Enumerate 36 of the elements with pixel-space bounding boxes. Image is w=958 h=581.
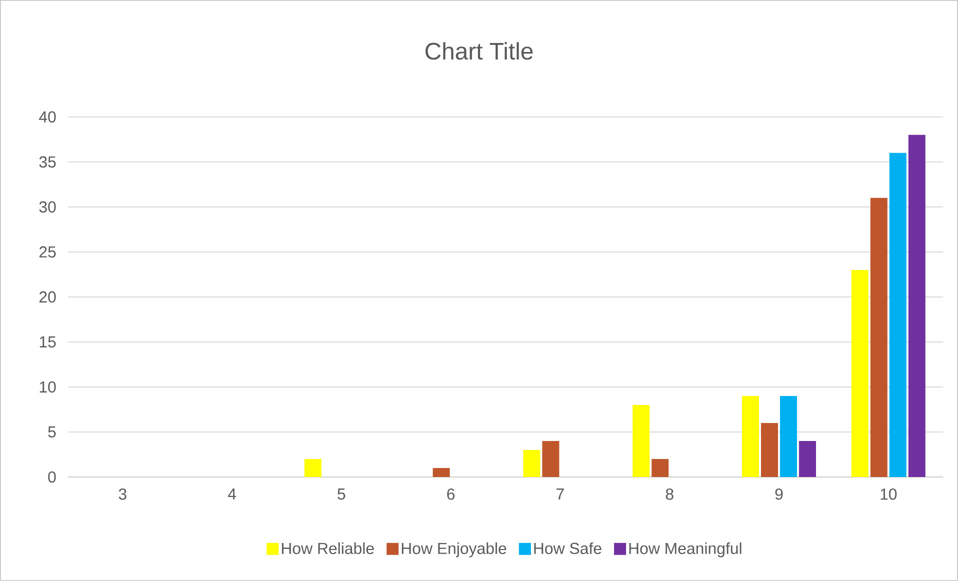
- x-tick-label: 3: [118, 488, 126, 500]
- bar: [432, 468, 450, 478]
- bar: [542, 441, 560, 478]
- y-tick-label: 25: [39, 246, 56, 258]
- x-tick-label: 10: [880, 488, 897, 500]
- bar: [851, 270, 868, 478]
- y-tick-label: 10: [40, 381, 56, 393]
- x-tick-label: 9: [775, 488, 783, 500]
- legend-label: How Meaningful: [629, 542, 742, 558]
- bar: [889, 152, 906, 478]
- bar: [761, 423, 778, 478]
- y-tick-label: 40: [39, 111, 56, 123]
- y-tick-label: 5: [48, 426, 56, 438]
- bar: [523, 450, 540, 478]
- x-tick-label: 7: [556, 488, 564, 500]
- x-tick-label: 6: [447, 488, 455, 500]
- chart-title: Chart Title: [426, 42, 533, 60]
- x-tick-label: 4: [228, 488, 236, 500]
- x-tick-label: 8: [666, 488, 674, 500]
- y-tick-label: 35: [39, 156, 56, 168]
- bar: [652, 459, 669, 478]
- bar: [742, 396, 760, 478]
- bar: [632, 405, 650, 478]
- bar: [870, 198, 888, 478]
- legend-label: How Enjoyable: [402, 542, 506, 558]
- y-tick-label: 20: [39, 291, 56, 303]
- y-tick-label: 15: [40, 336, 56, 348]
- bar: [798, 441, 816, 478]
- legend-label: How Reliable: [282, 542, 374, 554]
- y-tick-label: 0: [48, 471, 56, 483]
- bar: [908, 134, 926, 478]
- y-tick-label: 30: [39, 201, 56, 213]
- x-tick-label: 5: [338, 488, 346, 500]
- bar: [780, 396, 798, 478]
- bar: [304, 459, 322, 478]
- legend-label: How Safe: [534, 542, 602, 554]
